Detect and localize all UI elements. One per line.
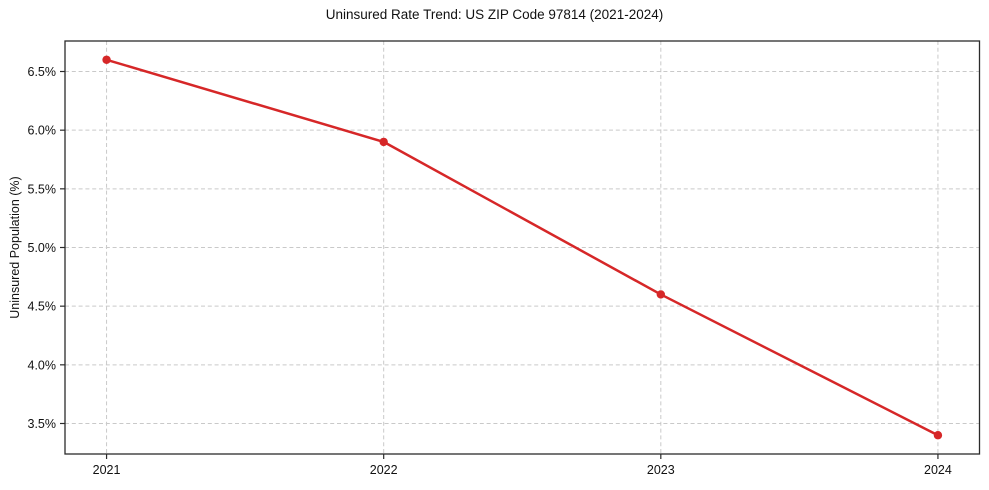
y-tick-label: 5.0%: [28, 241, 57, 255]
data-point: [379, 137, 388, 147]
x-tick-label: 2023: [647, 463, 675, 477]
y-tick-label: 6.0%: [28, 124, 57, 138]
chart-title: Uninsured Rate Trend: US ZIP Code 97814 …: [325, 7, 664, 22]
y-tick-label: 3.5%: [28, 417, 57, 431]
data-point: [933, 431, 943, 440]
x-tick-label: 2021: [93, 463, 121, 477]
y-tick-label: 6.5%: [28, 65, 57, 79]
y-tick-label: 4.5%: [28, 300, 57, 314]
x-tick-label: 2024: [924, 463, 952, 477]
y-tick-label: 5.5%: [28, 182, 57, 196]
x-tick-label: 2022: [370, 463, 398, 477]
y-tick-label: 4.0%: [28, 358, 57, 372]
data-point: [656, 290, 666, 299]
data-line: [105, 58, 940, 437]
data-point: [102, 55, 111, 64]
